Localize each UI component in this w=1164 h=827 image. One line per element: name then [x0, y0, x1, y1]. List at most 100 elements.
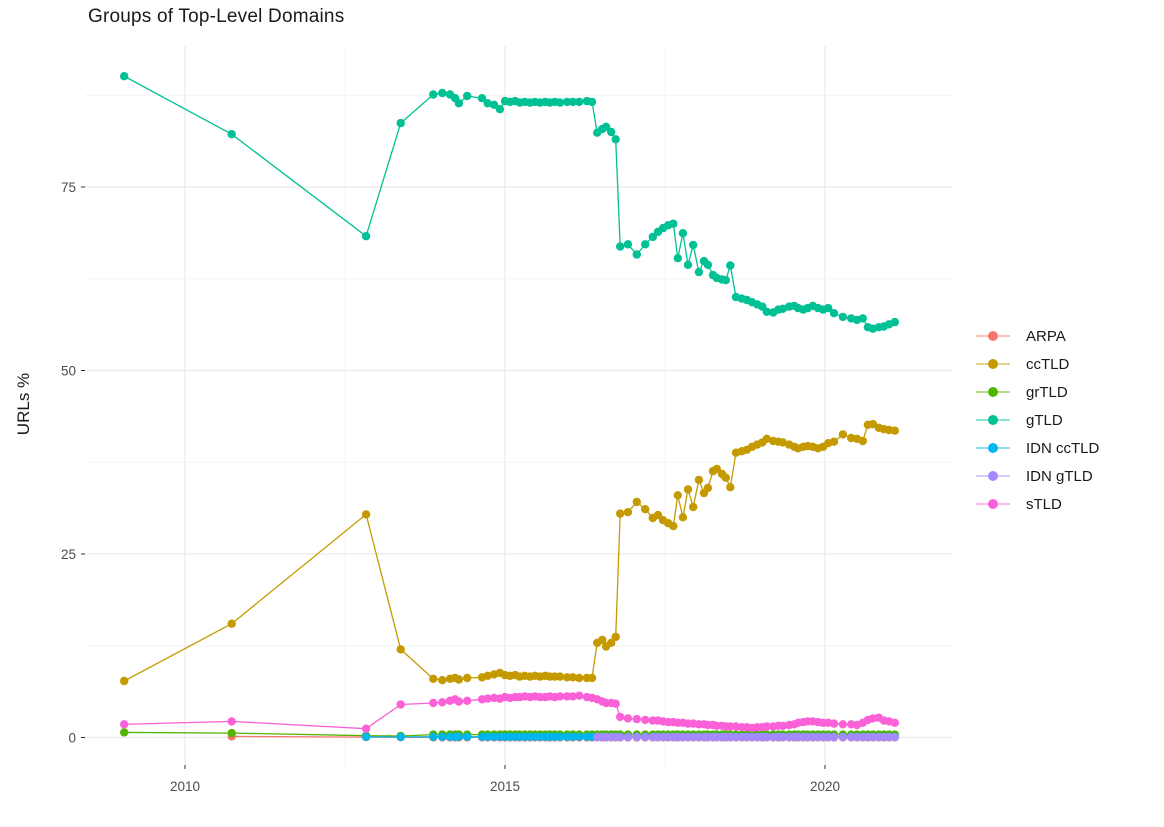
legend-key-icon [976, 330, 1010, 342]
data-point [120, 72, 129, 81]
data-point [575, 673, 584, 683]
legend-key-icon [976, 386, 1010, 398]
legend-item-label: ccTLD [1026, 355, 1070, 373]
data-point [555, 732, 565, 741]
y-tick-label: 75 [61, 180, 76, 195]
data-point [454, 732, 464, 741]
legend-item-grTLD: grTLD [976, 378, 1099, 406]
data-point [890, 426, 899, 435]
data-point [838, 430, 848, 439]
data-point [568, 673, 577, 682]
series-line-gTLD [123, 75, 896, 330]
data-point [429, 674, 438, 683]
data-point [483, 694, 492, 703]
data-point [607, 127, 616, 137]
data-point [611, 135, 620, 144]
data-point [623, 508, 633, 517]
data-point [120, 720, 129, 729]
series-points-gTLD [120, 72, 899, 333]
data-point [653, 510, 663, 520]
data-point [890, 317, 899, 327]
x-tick-label: 2020 [810, 779, 840, 794]
data-point [858, 314, 867, 323]
data-point [824, 732, 833, 742]
data-point [778, 732, 787, 742]
data-point [673, 491, 682, 500]
data-point [227, 728, 236, 738]
data-point [568, 692, 577, 701]
data-point [477, 94, 487, 103]
data-point [361, 232, 371, 241]
data-point [829, 309, 839, 318]
y-tick-label: 50 [61, 364, 76, 379]
data-point [838, 312, 848, 322]
data-point [454, 99, 464, 108]
data-point [489, 732, 499, 741]
data-point [712, 464, 721, 474]
data-point [463, 673, 472, 683]
data-point [890, 718, 899, 727]
legend-key-icon [976, 414, 1010, 426]
data-point [463, 732, 472, 741]
data-point [611, 699, 620, 708]
data-point [438, 676, 447, 685]
data-point [703, 483, 713, 493]
data-point [568, 97, 577, 107]
data-point [575, 732, 584, 741]
data-point [838, 720, 848, 729]
data-point [454, 697, 464, 706]
data-point [438, 698, 447, 707]
data-point [689, 502, 698, 512]
data-point [616, 712, 625, 722]
data-point [227, 717, 236, 726]
data-point [396, 645, 405, 654]
x-tick-label: 2010 [170, 779, 200, 794]
data-point [721, 276, 730, 285]
legend-key-icon [976, 358, 1010, 370]
data-point [683, 485, 693, 494]
data-point [694, 475, 704, 485]
data-point [641, 505, 650, 514]
legend-item-label: grTLD [1026, 383, 1068, 401]
data-point [683, 260, 693, 269]
data-point [483, 99, 492, 108]
data-point [587, 673, 597, 683]
legend-item-sTLD: sTLD [976, 490, 1099, 518]
data-point [429, 698, 438, 708]
data-point [858, 436, 867, 446]
data-point [669, 219, 678, 228]
data-point [762, 434, 771, 443]
data-point [884, 732, 894, 742]
legend: ARPA ccTLD grTLD gTLD IDN ccTLD IDN gTLD sTLD [976, 322, 1099, 518]
data-point [483, 671, 492, 680]
data-point [616, 509, 625, 518]
data-point [495, 105, 505, 114]
legend-key-icon [976, 498, 1010, 510]
data-point [890, 732, 899, 742]
data-point [762, 307, 771, 316]
data-point [852, 732, 862, 742]
data-point [361, 510, 371, 519]
data-point [611, 632, 620, 642]
data-point [623, 732, 633, 742]
series-points-IDN-gTLD [593, 732, 899, 742]
data-point [587, 97, 597, 107]
data-point [762, 722, 771, 731]
legend-item-label: IDN gTLD [1026, 467, 1093, 485]
data-point [829, 732, 839, 742]
data-point [623, 240, 633, 249]
data-point [824, 303, 833, 313]
data-point [623, 714, 633, 723]
data-point [227, 619, 236, 628]
data-point [731, 732, 741, 742]
data-point [616, 242, 625, 251]
data-point [778, 304, 787, 313]
data-point [575, 97, 584, 107]
data-point [429, 732, 438, 741]
data-point [568, 732, 577, 741]
data-point [632, 732, 641, 742]
chart-title: Groups of Top-Level Domains [88, 6, 345, 27]
series-points-sTLD [120, 691, 899, 733]
data-point [438, 88, 447, 98]
